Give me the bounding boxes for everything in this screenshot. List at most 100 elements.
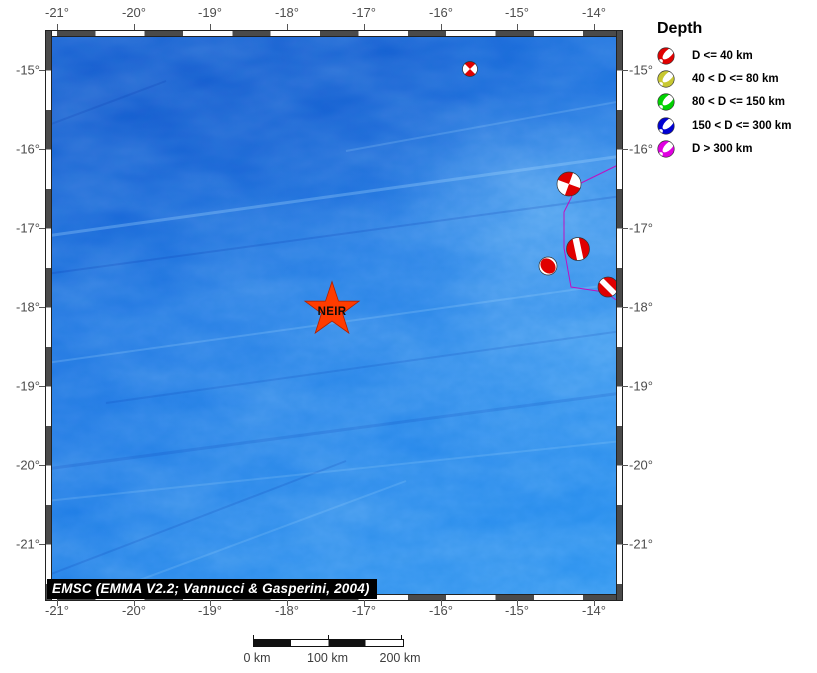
lon-label-top: -16° [429,5,453,20]
legend-title: Depth [657,20,703,37]
axis-tick [134,600,135,606]
lat-label-left: -19° [16,378,40,394]
axis-tick [622,149,628,150]
lon-label-bottom: -15° [505,603,529,618]
axis-tick [364,24,365,30]
lon-label-bottom: -20° [122,603,146,618]
scalebar-tick [253,635,254,640]
axis-tick [39,386,45,387]
scalebar-label: 0 km [243,651,271,665]
lon-label-bottom: -21° [45,603,69,618]
beachball-marker [566,237,590,261]
axis-tick [287,600,288,606]
legend-item: 40 < D <= 80 km [650,67,791,90]
axis-tick [134,24,135,30]
beachball-marker [597,276,619,298]
axis-tick [441,24,442,30]
legend-item: D > 300 km [650,137,791,160]
axis-tick [622,386,628,387]
legend-item-label: 40 < D <= 80 km [692,72,779,85]
lat-label-right: -19° [629,378,653,394]
axis-tick [594,24,595,30]
lon-label-top: -17° [352,5,376,20]
lon-label-bottom: -19° [198,603,222,618]
lon-label-top: -19° [198,5,222,20]
lat-label-left: -18° [16,299,40,315]
frame-right [616,31,622,600]
scalebar-bar [253,639,404,647]
legend-item-label: 150 < D <= 300 km [692,119,792,132]
axis-tick [39,149,45,150]
lon-label-bottom: -16° [429,603,453,618]
lon-label-top: -21° [45,5,69,20]
legend-item: 80 < D <= 150 km [650,91,791,114]
beachball-marker [556,171,582,197]
frame-left [46,31,52,600]
lon-label-bottom: -14° [582,603,606,618]
lon-label-top: -18° [275,5,299,20]
attribution-label: EMSC (EMMA V2.2; Vannucci & Gasperini, 2… [47,579,377,599]
lat-label-left: -17° [16,220,40,236]
legend-item: D <= 40 km [650,44,791,67]
axis-tick [441,600,442,606]
axis-tick [517,24,518,30]
legend-item-label: D <= 40 km [692,49,753,62]
leader-line [574,163,621,187]
axis-tick [622,70,628,71]
beachball-marker [462,61,478,77]
axis-tick [622,228,628,229]
frame-top [46,31,622,37]
lon-label-bottom: -17° [352,603,376,618]
beachball-icon [657,93,675,111]
station-label: NEIR [318,306,347,318]
station-star: NEIR [303,280,361,335]
lon-label-top: -15° [505,5,529,20]
lat-label-left: -16° [16,141,40,157]
lat-label-right: -15° [629,62,653,78]
scalebar-tick [401,635,402,640]
legend-item-label: 80 < D <= 150 km [692,96,786,109]
beachball-marker [538,256,558,276]
legend-item: 150 < D <= 300 km [650,114,791,137]
axis-tick [622,544,628,545]
depth-legend: Depth D <= 40 km 40 < D <= 80 km [650,20,791,160]
lat-label-right: -21° [629,536,653,552]
axis-tick [210,24,211,30]
lon-label-top: -14° [582,5,606,20]
lat-label-right: -18° [629,299,653,315]
beachball-icon [657,47,675,65]
axis-tick [39,465,45,466]
axis-tick [57,24,58,30]
scalebar-tick [327,635,329,640]
lon-label-bottom: -18° [275,603,299,618]
lat-label-left: -20° [16,457,40,473]
axis-tick [210,600,211,606]
lat-label-left: -15° [16,62,40,78]
beachball-icon [657,140,675,158]
axis-tick [364,600,365,606]
lat-label-left: -21° [16,536,40,552]
map-scalebar: 0 km 100 km 200 km [243,635,421,669]
axis-tick [622,307,628,308]
axis-tick [57,600,58,606]
map-markers-layer: NEIR [303,61,622,335]
legend-item-label: D > 300 km [692,142,753,155]
map-area: NEIR EMSC (EMMA V2.2; Vannucci & Gasperi… [45,30,623,601]
lat-label-right: -20° [629,457,653,473]
axis-tick [39,70,45,71]
axis-tick [39,307,45,308]
scalebar-label: 100 km [307,651,348,665]
axis-tick [39,228,45,229]
beachball-icon [657,116,675,135]
axis-tick [517,600,518,606]
axis-tick [39,544,45,545]
axis-tick [594,600,595,606]
bathymetry-texture [46,80,622,600]
axis-tick [287,24,288,30]
lat-label-right: -16° [629,141,653,157]
lon-label-top: -20° [122,5,146,20]
axis-tick [622,465,628,466]
beachball-icon [657,70,675,88]
scalebar-label: 200 km [379,651,421,665]
